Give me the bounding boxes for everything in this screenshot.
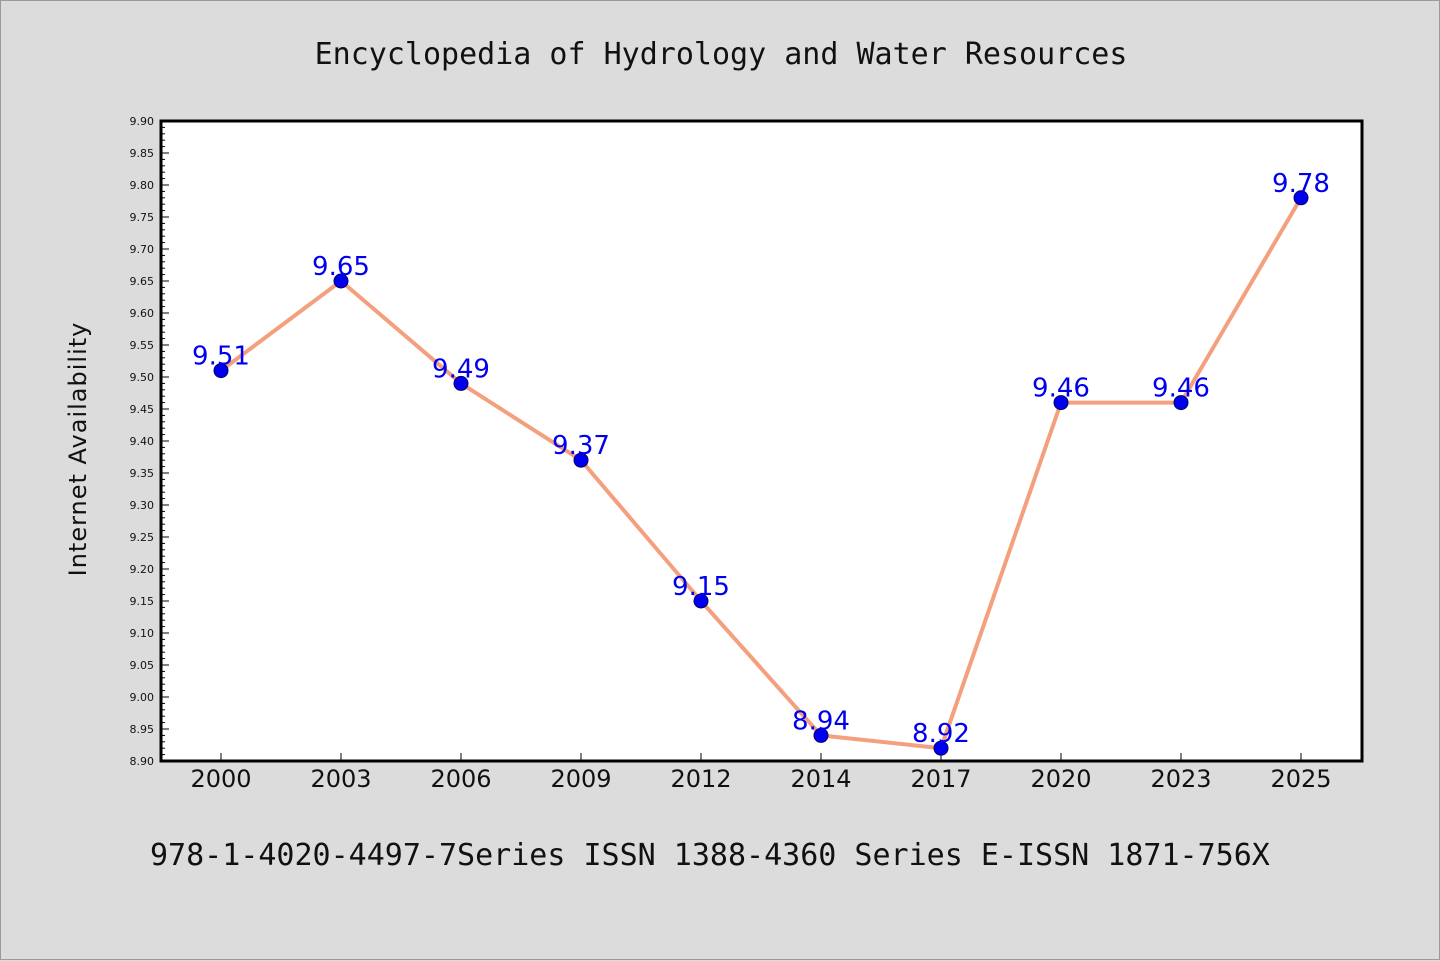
- data-point-marker: [1293, 190, 1309, 206]
- y-tick-label: 8.95: [130, 723, 155, 736]
- data-point-marker: [213, 363, 229, 379]
- data-point-marker: [933, 740, 949, 756]
- data-point-marker: [1053, 395, 1069, 411]
- series-layer: 9.51 9.65 9.49 9.37 9.15 8.94 8.92 9.46 9.46 9.78: [192, 169, 1330, 756]
- y-tick-label: 9.00: [130, 691, 155, 704]
- x-tick-label: 2009: [550, 765, 611, 793]
- x-tick-label: 2006: [430, 765, 491, 793]
- data-label: 9.15: [672, 572, 730, 602]
- data-label: 9.37: [552, 431, 610, 461]
- footer-isbn-issn: 978-1-4020-4497-7Series ISSN 1388-4360 S…: [150, 838, 1270, 873]
- data-point-marker: [813, 727, 829, 743]
- x-tick-label: 2003: [310, 765, 371, 793]
- data-label: 9.65: [312, 252, 370, 282]
- y-tick-label: 9.05: [130, 659, 155, 672]
- y-tick-label: 9.70: [130, 243, 155, 256]
- y-tick-label: 9.30: [130, 499, 155, 512]
- x-tick-label: 2000: [190, 765, 251, 793]
- data-label: 9.46: [1032, 374, 1090, 404]
- data-point-marker: [1173, 395, 1189, 411]
- y-tick-label: 9.20: [130, 563, 155, 576]
- y-tick-label: 9.10: [130, 627, 155, 640]
- y-tick-label: 9.40: [130, 435, 155, 448]
- chart-title: Encyclopedia of Hydrology and Water Reso…: [315, 37, 1128, 72]
- y-tick-label: 9.75: [130, 211, 155, 224]
- data-point-marker: [573, 452, 589, 468]
- plot-border: [159, 119, 1364, 763]
- x-tick-label: 2025: [1270, 765, 1331, 793]
- data-point-marker: [333, 273, 349, 289]
- y-tick-label: 8.90: [130, 755, 155, 768]
- data-label: 9.51: [192, 342, 250, 372]
- y-tick-label: 9.90: [130, 115, 155, 128]
- plot-area: [161, 121, 1362, 761]
- y-tick-label: 9.45: [130, 403, 155, 416]
- data-point-marker: [453, 375, 469, 391]
- y-tick-label: 9.15: [130, 595, 155, 608]
- y-tick-label: 9.85: [130, 147, 155, 160]
- y-axis-label: Internet Availability: [64, 322, 92, 577]
- x-tick-label: 2023: [1150, 765, 1211, 793]
- x-tick-label: 2014: [790, 765, 851, 793]
- y-tick-label: 9.50: [130, 371, 155, 384]
- x-tick-label: 2020: [1030, 765, 1091, 793]
- y-tick-label: 9.25: [130, 531, 155, 544]
- data-label: 9.49: [432, 354, 490, 384]
- y-tick-label: 9.35: [130, 467, 155, 480]
- y-tick-label: 9.55: [130, 339, 155, 352]
- y-tick-label: 9.60: [130, 307, 155, 320]
- data-point-marker: [693, 593, 709, 609]
- data-label: 8.92: [912, 719, 970, 749]
- x-tick-label: 2017: [910, 765, 971, 793]
- data-label: 9.78: [1272, 169, 1330, 199]
- y-tick-label: 9.65: [130, 275, 155, 288]
- data-label: 9.46: [1152, 374, 1210, 404]
- y-tick-label: 9.80: [130, 179, 155, 192]
- series-line: [219, 196, 1303, 751]
- x-tick-label: 2012: [670, 765, 731, 793]
- data-label: 8.94: [792, 706, 850, 736]
- x-axis: 2000 2003 2006 2009 2012 2014 2017 2020 2023 2025: [190, 753, 1332, 793]
